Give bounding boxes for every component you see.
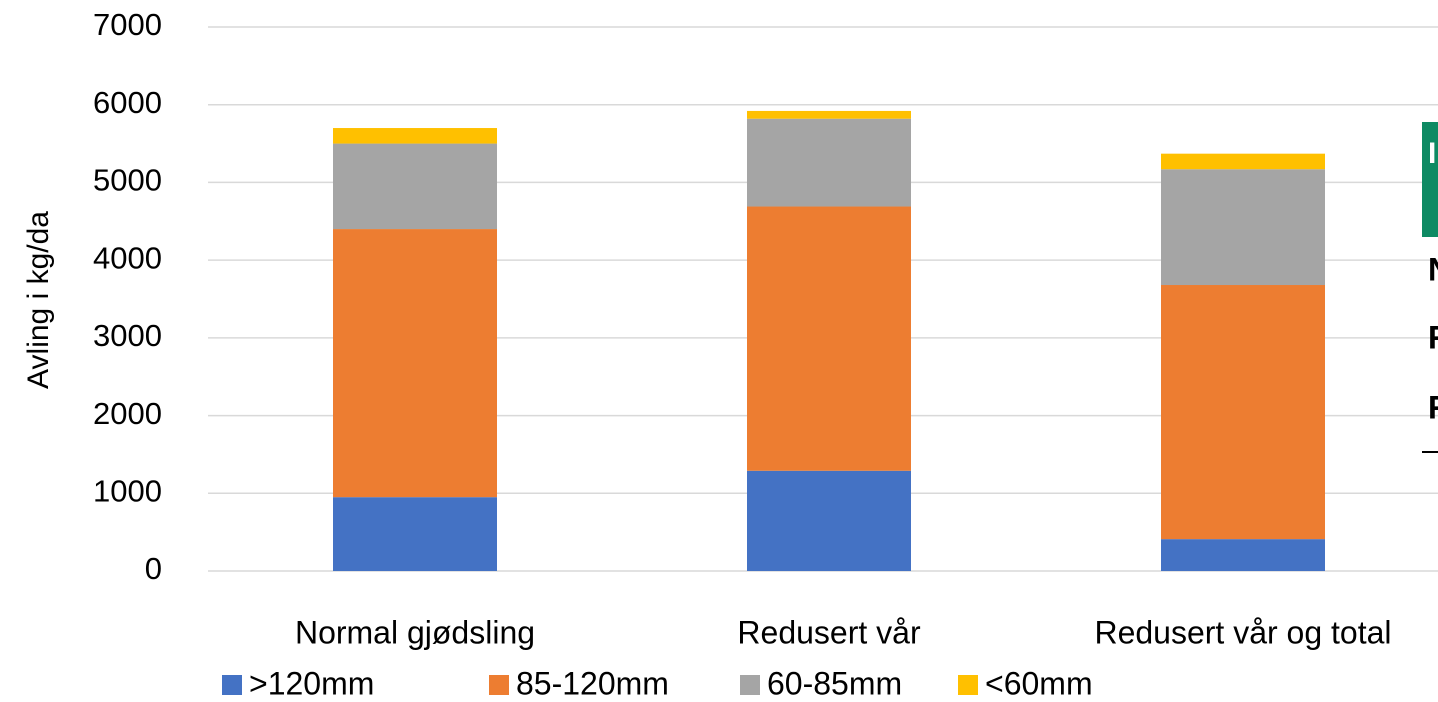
bar-segment [333,229,497,498]
overlay-line: R [1428,389,1438,425]
legend-swatch [222,675,242,695]
bar-segment [747,470,911,571]
bar-segment [1161,285,1325,540]
y-tick-label: 1000 [93,473,162,508]
bar-segment [1161,539,1325,571]
overlay-header: I [1428,137,1436,170]
y-tick-label: 3000 [93,318,162,353]
legend-label: <60mm [985,665,1093,701]
legend-swatch [958,675,978,695]
legend-label: 60-85mm [767,665,902,701]
bar-segment [333,143,497,230]
bar-segment [747,110,911,119]
y-axis-title: Avling i kg/da [22,211,55,389]
bar-segment [333,128,497,144]
bar-segment [747,206,911,471]
y-tick-label: 2000 [93,396,162,431]
legend-swatch [740,675,760,695]
y-tick-label: 0 [145,551,162,586]
bar-segment [333,497,497,571]
x-tick-label: Normal gjødsling [295,614,535,650]
y-tick-label: 7000 [93,7,162,42]
x-tick-label: Redusert vår og total [1094,614,1391,650]
bar-segment [747,118,911,207]
y-tick-label: 5000 [93,163,162,198]
y-tick-label: 6000 [93,85,162,120]
plot: 0 1000 2000 3000 4000 5000 6000 7000 Normal gjød… [93,7,1438,701]
bar-segment [1161,169,1325,286]
overlay-line: N [1428,251,1438,287]
x-tick-label: Redusert vår [737,614,921,650]
legend-label: >120mm [249,665,374,701]
legend-swatch [489,675,509,695]
y-tick-label: 4000 [93,240,162,275]
overlay-header-box [1422,122,1438,237]
bar-segment [1161,153,1325,170]
legend-label: 85-120mm [516,665,669,701]
overlay-line: R [1428,319,1438,355]
